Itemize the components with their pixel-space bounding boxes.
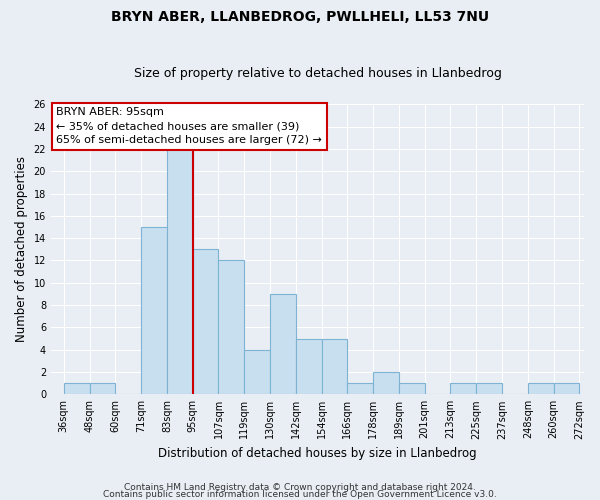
Bar	[554, 383, 580, 394]
X-axis label: Distribution of detached houses by size in Llanbedrog: Distribution of detached houses by size …	[158, 447, 477, 460]
Text: BRYN ABER: 95sqm
← 35% of detached houses are smaller (39)
65% of semi-detached : BRYN ABER: 95sqm ← 35% of detached house…	[56, 107, 322, 145]
Text: Contains public sector information licensed under the Open Government Licence v3: Contains public sector information licen…	[103, 490, 497, 499]
Bar	[89, 383, 115, 394]
Bar	[451, 383, 476, 394]
Bar	[322, 338, 347, 394]
Y-axis label: Number of detached properties: Number of detached properties	[15, 156, 28, 342]
Bar	[218, 260, 244, 394]
Bar	[296, 338, 322, 394]
Bar	[399, 383, 425, 394]
Bar	[244, 350, 270, 395]
Bar	[347, 383, 373, 394]
Bar	[476, 383, 502, 394]
Bar	[64, 383, 89, 394]
Bar	[167, 149, 193, 394]
Bar	[141, 227, 167, 394]
Bar	[270, 294, 296, 394]
Title: Size of property relative to detached houses in Llanbedrog: Size of property relative to detached ho…	[134, 66, 502, 80]
Text: Contains HM Land Registry data © Crown copyright and database right 2024.: Contains HM Land Registry data © Crown c…	[124, 484, 476, 492]
Bar	[373, 372, 399, 394]
Bar	[193, 250, 218, 394]
Bar	[528, 383, 554, 394]
Text: BRYN ABER, LLANBEDROG, PWLLHELI, LL53 7NU: BRYN ABER, LLANBEDROG, PWLLHELI, LL53 7N…	[111, 10, 489, 24]
